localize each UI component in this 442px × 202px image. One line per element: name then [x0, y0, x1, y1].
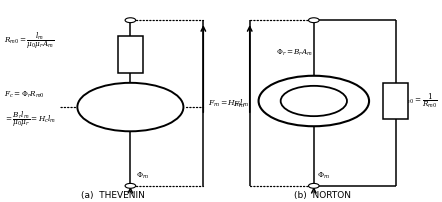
Text: $R_{m0} = \dfrac{l_m}{\mu_0 \mu_r A_m}$: $R_{m0} = \dfrac{l_m}{\mu_0 \mu_r A_m}$ [4, 30, 55, 51]
Text: $\Phi_m$: $\Phi_m$ [136, 171, 149, 181]
Circle shape [309, 18, 319, 23]
Text: $\Phi_m$: $\Phi_m$ [317, 171, 331, 181]
Text: $F_m = H_m l_m$: $F_m = H_m l_m$ [208, 97, 249, 109]
Circle shape [309, 183, 319, 188]
Text: $=\dfrac{B_r l_m}{\mu_0 \mu_r} = H_c l_m$: $=\dfrac{B_r l_m}{\mu_0 \mu_r} = H_c l_m… [4, 109, 57, 129]
Text: $F_c = \Phi_r R_{m0}$: $F_c = \Phi_r R_{m0}$ [4, 90, 45, 100]
Text: $F_m$: $F_m$ [233, 100, 245, 110]
Circle shape [281, 86, 347, 116]
Text: (b)  NORTON: (b) NORTON [294, 191, 351, 200]
Circle shape [77, 83, 183, 131]
Circle shape [259, 76, 369, 126]
Circle shape [125, 183, 136, 188]
Text: (a)  THEVENIN: (a) THEVENIN [81, 191, 145, 200]
Circle shape [125, 18, 136, 23]
Text: $P_{m0} = \dfrac{1}{R_{m0}}$: $P_{m0} = \dfrac{1}{R_{m0}}$ [400, 92, 438, 110]
Bar [118, 36, 142, 73]
Text: $\Phi_r = B_r A_m$: $\Phi_r = B_r A_m$ [276, 47, 313, 58]
Bar [384, 83, 408, 119]
